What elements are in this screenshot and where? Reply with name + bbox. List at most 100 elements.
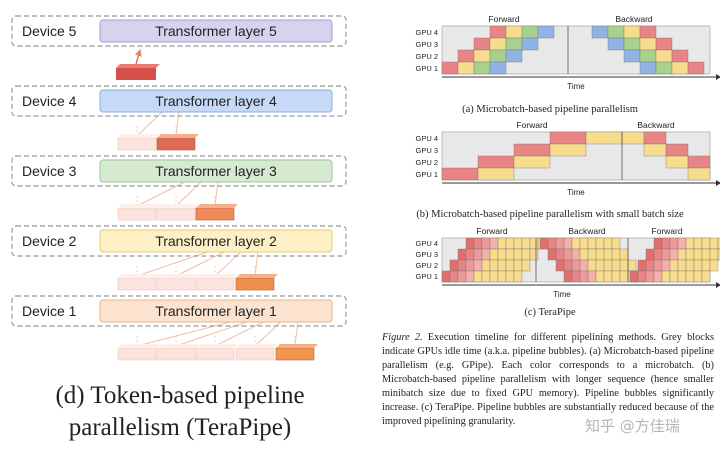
token-block xyxy=(117,277,157,291)
gpu-label: GPU 4 xyxy=(415,134,438,143)
device-box xyxy=(11,15,347,47)
panel-a: GPU 4 GPU 3 GPU 2 GPU 1 Forward Backward Time (… xyxy=(415,14,720,115)
token-block xyxy=(195,347,235,361)
token-block xyxy=(645,270,655,283)
token-block xyxy=(457,270,467,283)
arrow xyxy=(134,48,142,65)
token-block xyxy=(505,270,515,283)
device-label: Device 4 xyxy=(22,93,77,109)
token-block xyxy=(693,259,703,272)
token-block xyxy=(505,248,515,261)
pipeline-block xyxy=(665,143,689,157)
token-block xyxy=(555,259,565,272)
token-block xyxy=(637,259,647,272)
token-block-top xyxy=(236,274,278,278)
figure-label: Figure 2. xyxy=(382,332,423,343)
panel-caption: (a) Microbatch-based pipeline parallelis… xyxy=(462,104,638,115)
pipeline-block xyxy=(489,61,507,75)
token-block xyxy=(513,259,523,272)
figure-text: Execution timeline for different pipelin… xyxy=(382,332,714,427)
token-block xyxy=(563,248,573,261)
token-block xyxy=(465,259,475,272)
token-block xyxy=(513,237,523,250)
token-block xyxy=(717,237,720,250)
token-block xyxy=(521,259,531,272)
gpu-label: GPU 3 xyxy=(415,40,438,49)
token-block xyxy=(563,259,573,272)
gpu-label: GPU 1 xyxy=(415,64,438,73)
token-block xyxy=(693,237,703,250)
time-label: Time xyxy=(567,188,585,197)
token-block xyxy=(571,270,581,283)
time-axis-arrow xyxy=(716,180,720,186)
token-block xyxy=(669,270,679,283)
timeline-panels: GPU 4 GPU 3 GPU 2 GPU 1 Forward Backward Time (… xyxy=(415,14,720,318)
token-block xyxy=(465,248,475,261)
backward-label: Backward xyxy=(568,226,606,236)
token-block xyxy=(513,270,523,283)
pipeline-block xyxy=(521,37,539,51)
token-block xyxy=(195,277,235,291)
token-block xyxy=(555,248,565,261)
pipeline-block xyxy=(665,155,689,169)
token-block xyxy=(497,259,507,272)
token-block xyxy=(457,259,467,272)
pipeline-block xyxy=(521,25,539,39)
token-block xyxy=(677,248,687,261)
pipeline-block xyxy=(643,143,667,157)
token-block xyxy=(117,137,157,151)
pipeline-block xyxy=(505,49,523,63)
token-block xyxy=(701,270,711,283)
token-block xyxy=(489,259,499,272)
token-block xyxy=(235,347,275,361)
token-block xyxy=(709,248,719,261)
token-block-top xyxy=(276,344,318,348)
token-block xyxy=(579,248,589,261)
token-block xyxy=(481,237,491,250)
pipeline-block xyxy=(457,61,475,75)
transformer-layer-label: Transformer layer 5 xyxy=(155,23,277,39)
token-block xyxy=(547,237,557,250)
token-block xyxy=(603,248,613,261)
token-block xyxy=(465,270,475,283)
token-block xyxy=(579,237,589,250)
pipeline-block xyxy=(513,155,551,169)
transformer-layer-box xyxy=(99,159,333,183)
token-block-top xyxy=(118,204,160,208)
device-label: Device 5 xyxy=(22,23,77,39)
token-block xyxy=(669,248,679,261)
token-block-top xyxy=(236,344,278,348)
token-block xyxy=(619,248,629,261)
token-block xyxy=(603,237,613,250)
backward-label: Backward xyxy=(637,120,675,130)
token-block xyxy=(465,237,475,250)
device-box xyxy=(11,155,347,187)
pipeline-block xyxy=(643,131,667,145)
token-block xyxy=(521,237,531,250)
token-block xyxy=(547,248,557,261)
token-block xyxy=(685,259,695,272)
token-block xyxy=(579,270,589,283)
device-label: Device 2 xyxy=(22,233,77,249)
token-block xyxy=(497,237,507,250)
time-label: Time xyxy=(567,82,585,91)
token-block xyxy=(235,277,275,291)
pipeline-block xyxy=(549,143,587,157)
token-block-top xyxy=(118,274,160,278)
token-block xyxy=(481,259,491,272)
token-block xyxy=(587,259,597,272)
token-block xyxy=(701,237,711,250)
pipeline-block xyxy=(505,37,523,51)
pipeline-block xyxy=(671,49,689,63)
panel-caption: (b) Microbatch-based pipeline parallelis… xyxy=(416,209,684,220)
pipeline-block xyxy=(639,61,657,75)
token-block xyxy=(489,248,499,261)
gpu-label: GPU 2 xyxy=(415,52,438,61)
pipeline-block xyxy=(477,167,515,181)
token-block-top xyxy=(157,134,199,138)
token-block xyxy=(489,270,499,283)
transformer-layer-box xyxy=(99,89,333,113)
timeline-figure: GPU 4 GPU 3 GPU 2 GPU 1 Forward Backward Time (… xyxy=(380,0,720,456)
token-block xyxy=(571,259,581,272)
token-block xyxy=(661,259,671,272)
